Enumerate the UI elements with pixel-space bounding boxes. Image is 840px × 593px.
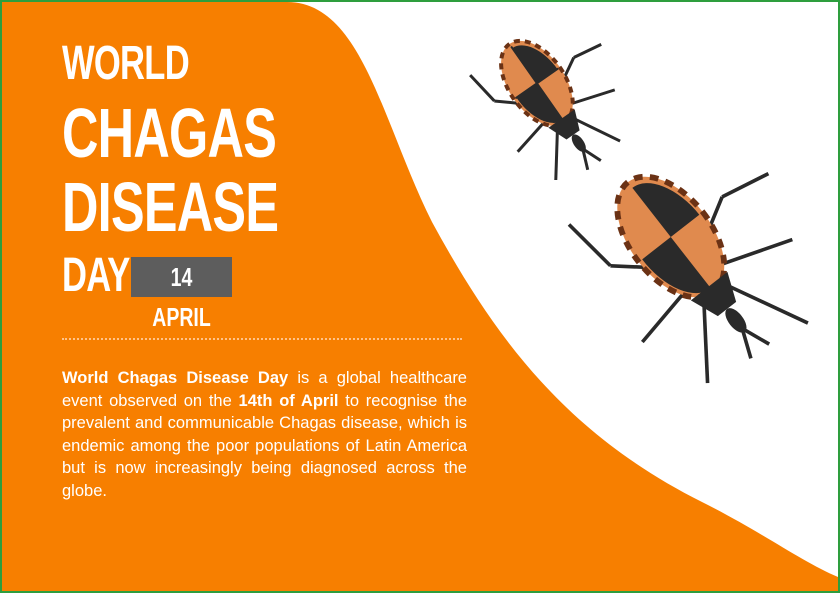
date-text: 14 APRIL [144,257,220,337]
bold-text: 14th of April [239,392,339,410]
divider [62,338,462,340]
bold-text: World Chagas Disease Day [62,369,288,387]
title-line: CHAGAS [62,98,276,168]
title-line: WORLD [62,40,189,88]
description: World Chagas Disease Day is a global hea… [62,367,467,502]
date-badge: 14 APRIL [131,257,232,297]
title-line: DAY [62,252,130,300]
title-line: DISEASE [62,172,278,242]
poster: WORLD CHAGAS DISEASE DAY 14 APRIL World … [0,0,840,593]
